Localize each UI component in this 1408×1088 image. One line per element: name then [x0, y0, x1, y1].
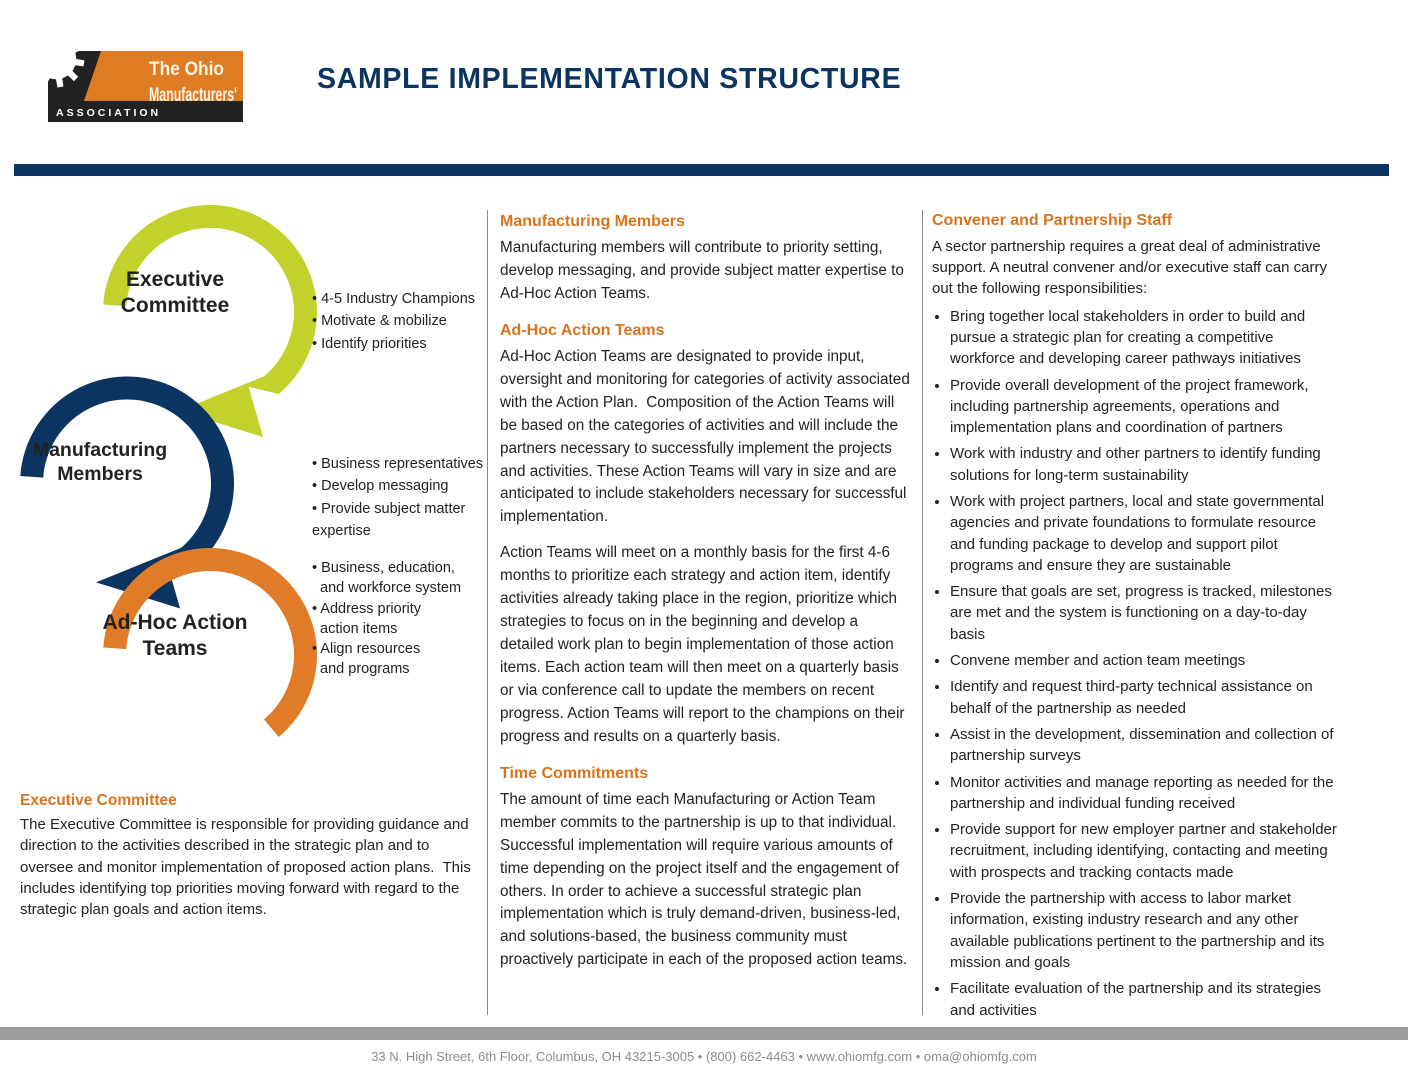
svg-text:The Ohio: The Ohio — [149, 59, 224, 80]
svg-text:ASSOCIATION: ASSOCIATION — [56, 107, 161, 119]
svg-text:Manufacturers': Manufacturers' — [149, 85, 237, 106]
